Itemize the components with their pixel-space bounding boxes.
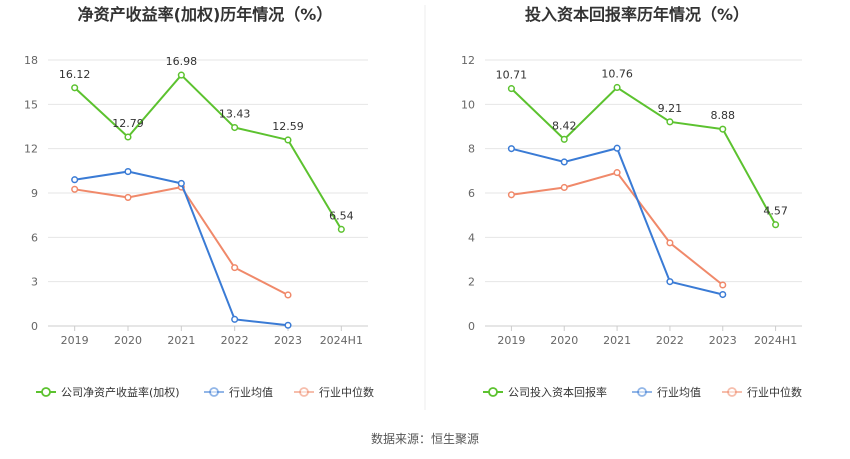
x-tick-label: 2022 — [221, 334, 249, 347]
y-tick-label: 12 — [24, 143, 38, 156]
data-point — [666, 278, 674, 286]
data-label: 13.43 — [219, 108, 251, 121]
x-tick-label: 2023 — [274, 334, 302, 347]
data-point — [231, 315, 239, 323]
data-point — [71, 176, 79, 184]
data-point — [666, 239, 674, 247]
y-tick-label: 9 — [31, 187, 38, 200]
data-point — [71, 185, 79, 193]
x-tick-label: 2020 — [550, 334, 578, 347]
data-point — [124, 133, 132, 141]
y-tick-label: 8 — [468, 143, 475, 156]
legend-entry: 公司净资产收益率(加权) — [61, 385, 180, 399]
chart-panel-1: 净资产收益率(加权)历年情况（%） 0 3 6 9 12 15 18 2019 2020 2021 2… — [24, 5, 374, 399]
data-label: 8.88 — [711, 109, 736, 122]
x-tick-label: 2021 — [603, 334, 631, 347]
data-point — [719, 125, 727, 133]
data-point — [560, 183, 568, 192]
y-tick-label: 18 — [24, 54, 38, 67]
data-point — [613, 144, 621, 152]
x-tick-label: 2019 — [497, 334, 525, 347]
data-point — [124, 168, 132, 176]
y-tick-label: 6 — [31, 231, 38, 244]
data-point — [507, 191, 515, 199]
series-line-0 — [510, 86, 777, 226]
x-tick-label: 2024H1 — [754, 334, 797, 347]
data-label: 16.98 — [166, 55, 198, 68]
legend-marker — [299, 387, 309, 397]
x-tick-label: 2020 — [114, 334, 142, 347]
legend-marker — [209, 387, 219, 397]
data-point — [719, 281, 727, 289]
data-point — [284, 136, 292, 144]
y-tick-label: 6 — [468, 187, 475, 200]
chart-panel-2: 投入资本回报率历年情况（%） 0 2 4 6 8 10 12 2019 2020 2021 2022 2… — [461, 5, 802, 399]
legend-marker — [727, 387, 737, 397]
x-tick-label: 2021 — [167, 334, 195, 347]
data-label: 10.71 — [496, 69, 528, 82]
data-point — [284, 321, 292, 329]
data-label: 4.57 — [763, 205, 788, 218]
data-point — [507, 145, 515, 153]
y-tick-label: 15 — [24, 98, 38, 111]
y-tick-label: 0 — [468, 320, 475, 333]
legend-entry: 行业中位数 — [319, 385, 374, 399]
data-point — [560, 135, 568, 143]
y-tick-label: 0 — [31, 320, 38, 333]
data-point — [560, 158, 568, 166]
data-source: 数据来源：恒生聚源 — [371, 431, 479, 446]
data-point — [337, 225, 345, 233]
y-tick-label: 4 — [468, 231, 475, 244]
data-point — [177, 71, 185, 79]
data-point — [71, 84, 79, 92]
series-line-2 — [74, 185, 289, 296]
y-tick-label: 12 — [461, 54, 475, 67]
y-tick-label: 3 — [31, 276, 38, 289]
series-line-0 — [73, 73, 343, 230]
data-point — [666, 118, 674, 126]
data-label: 9.21 — [658, 102, 683, 115]
data-point — [507, 85, 515, 93]
data-label: 12.59 — [272, 120, 304, 133]
legend-marker — [488, 387, 498, 397]
legend-marker — [41, 387, 51, 397]
data-point — [613, 169, 621, 177]
data-point — [177, 179, 185, 187]
legend-entry: 行业均值 — [657, 386, 701, 399]
data-point — [284, 291, 292, 299]
y-tick-label: 10 — [461, 98, 475, 111]
x-tick-label: 2023 — [709, 334, 737, 347]
series-line-2 — [511, 171, 724, 286]
x-tick-label: 2019 — [61, 334, 89, 347]
data-label: 10.76 — [601, 67, 633, 80]
data-point — [124, 193, 132, 201]
x-tick-label: 2022 — [656, 334, 684, 347]
y-tick-label: 2 — [468, 276, 475, 289]
data-point — [231, 264, 239, 272]
data-point — [231, 123, 239, 132]
data-point — [772, 221, 780, 229]
legend-entry: 公司投入资本回报率 — [508, 385, 607, 399]
data-point — [613, 83, 621, 92]
data-label: 6.54 — [329, 209, 354, 222]
chart-title: 净资产收益率(加权)历年情况（%） — [78, 5, 333, 24]
data-point — [719, 290, 727, 299]
legend-entry: 行业中位数 — [747, 385, 802, 399]
data-label: 16.12 — [59, 68, 91, 81]
chart-title: 投入资本回报率历年情况（%） — [525, 5, 749, 24]
data-label: 12.79 — [112, 117, 144, 130]
legend-entry: 行业均值 — [229, 386, 273, 399]
x-tick-label: 2024H1 — [320, 334, 363, 347]
data-label: 8.42 — [552, 119, 577, 132]
legend-marker — [637, 387, 647, 397]
